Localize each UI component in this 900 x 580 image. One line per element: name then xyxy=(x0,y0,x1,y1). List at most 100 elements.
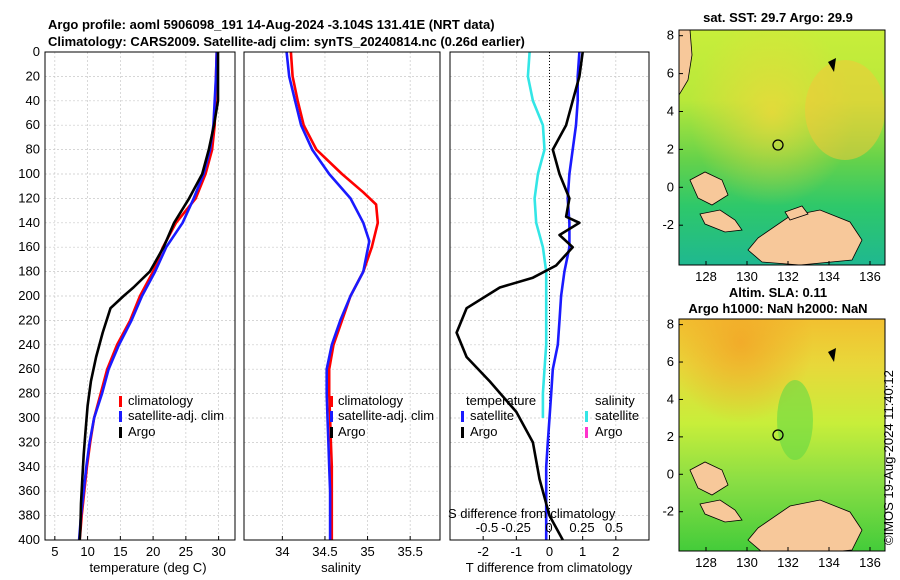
difference-legend: temperature satellite Argo salinity sate… xyxy=(461,393,639,439)
legend-t-argo-label: Argo xyxy=(470,424,497,439)
map-x-tick-label: 128 xyxy=(695,269,717,284)
s-tick-label: 0.25 xyxy=(569,520,594,535)
depth-axis: 0 20 40 60 80 100 120 140 160 180 200 220 240 260 280 3… xyxy=(18,44,40,547)
y-tick-label: 20 xyxy=(26,68,40,83)
map-x-tick-label: 130 xyxy=(736,269,758,284)
y-tick-label: 320 xyxy=(18,434,40,449)
y-tick-label: 340 xyxy=(18,459,40,474)
legend-climatology-label: climatology xyxy=(338,393,404,408)
y-tick-label: 100 xyxy=(18,166,40,181)
y-tick-label: 80 xyxy=(26,142,40,157)
y-tick-label: 220 xyxy=(18,312,40,327)
map-y-tick-label: 0 xyxy=(667,466,674,481)
map-x-tick-label: 134 xyxy=(818,555,840,570)
map-y-tick-label: 0 xyxy=(667,179,674,194)
x-tick-label: 20 xyxy=(146,544,160,559)
map-x-tick-label: 132 xyxy=(777,555,799,570)
s-tick-label: -0.25 xyxy=(501,520,531,535)
y-tick-label: 380 xyxy=(18,508,40,523)
legend-s-argo-label: Argo xyxy=(595,424,622,439)
map-y-tick-label: -2 xyxy=(662,217,674,232)
y-tick-label: 360 xyxy=(18,483,40,498)
y-tick-label: 40 xyxy=(26,93,40,108)
sst-map-title: sat. SST: 29.7 Argo: 29.9 xyxy=(703,10,853,25)
sla-map-title-1: Altim. SLA: 0.11 xyxy=(729,285,827,300)
legend-satellite-swatch xyxy=(330,411,333,422)
legend-satellite-label: satellite-adj. clim xyxy=(338,408,434,423)
map-x-tick-label: 136 xyxy=(859,555,881,570)
difference-xlabel: T difference from climatology xyxy=(466,560,633,575)
series-line-salinity-satellite xyxy=(526,51,548,418)
map-y-tick-label: 6 xyxy=(667,354,674,369)
x-tick-label: 0 xyxy=(546,544,553,559)
x-tick-label: 34.5 xyxy=(312,544,337,559)
legend-argo-swatch xyxy=(119,427,122,438)
y-tick-label: 120 xyxy=(18,190,40,205)
x-tick-label: 34 xyxy=(275,544,289,559)
legend-climatology-swatch xyxy=(330,396,333,407)
legend-climatology-swatch xyxy=(119,396,122,407)
land xyxy=(699,209,743,233)
sst-float-marker xyxy=(772,139,784,151)
title-line-1: Argo profile: aoml 5906098_191 14-Aug-20… xyxy=(48,17,495,32)
sst-axes: 128 130 132 134 136 8 6 4 2 0 -2 xyxy=(662,28,880,284)
sla-map xyxy=(678,318,886,552)
series-line-temperature-argo xyxy=(455,51,584,541)
s-tick-label: 0 xyxy=(545,520,552,535)
s-tick-label: 0.5 xyxy=(605,520,623,535)
salinity-xlabel: salinity xyxy=(321,560,361,575)
land xyxy=(747,499,863,551)
map-x-tick-label: 130 xyxy=(736,555,758,570)
x-tick-label: 2 xyxy=(612,544,619,559)
credit: ©IMOS 19-Aug-2024 11:40:12 xyxy=(881,370,896,545)
legend-salinity-heading: salinity xyxy=(595,393,635,408)
x-tick-label: -2 xyxy=(477,544,489,559)
sla-frame xyxy=(678,318,886,552)
land xyxy=(699,499,743,523)
y-tick-label: 200 xyxy=(18,288,40,303)
title-line-2: Climatology: CARS2009. Satellite-adj cli… xyxy=(48,34,525,49)
map-x-tick-label: 136 xyxy=(859,269,881,284)
map-y-tick-label: 8 xyxy=(667,317,674,332)
legend-t-satellite-swatch xyxy=(461,411,464,422)
map-x-tick-label: 134 xyxy=(818,269,840,284)
y-tick-label: 60 xyxy=(26,117,40,132)
legend-s-satellite-swatch xyxy=(585,411,588,422)
sla-overlay xyxy=(679,319,885,551)
plot-frame xyxy=(44,51,236,541)
legend-temperature-heading: temperature xyxy=(466,393,536,408)
x-tick-label: 35 xyxy=(360,544,374,559)
land xyxy=(828,58,836,72)
sst-frame xyxy=(678,29,886,266)
land xyxy=(784,205,809,221)
series-line-satellite-adj-clim xyxy=(77,51,218,541)
x-tick-label: 30 xyxy=(211,544,225,559)
legend-t-argo-swatch xyxy=(461,427,464,438)
s-difference-label: S difference from climatology xyxy=(448,506,616,521)
sst-overlay xyxy=(679,30,885,265)
land xyxy=(828,348,836,362)
sst-map xyxy=(678,29,886,266)
series-line-climatology xyxy=(78,51,218,541)
salinity-panel: 34 34.5 35 35.5 xyxy=(243,51,441,559)
plot-frame xyxy=(449,51,650,541)
legend-argo-label: Argo xyxy=(128,424,155,439)
legend-s-argo-swatch xyxy=(585,427,588,438)
y-tick-label: 0 xyxy=(33,44,40,59)
legend-satellite-swatch xyxy=(119,411,122,422)
legend-argo-label: Argo xyxy=(338,424,365,439)
land xyxy=(679,30,693,96)
legend-s-satellite-label: satellite xyxy=(595,408,639,423)
x-tick-label: 10 xyxy=(80,544,94,559)
x-tick-label: 1 xyxy=(579,544,586,559)
y-tick-label: 280 xyxy=(18,386,40,401)
land xyxy=(689,171,729,206)
temperature-panel: 5 10 15 20 25 30 xyxy=(44,51,236,559)
x-tick-label: 15 xyxy=(113,544,127,559)
map-y-tick-label: 4 xyxy=(667,391,674,406)
map-y-tick-label: 6 xyxy=(667,66,674,81)
x-tick-label: 5 xyxy=(51,544,58,559)
s-tick-label: -0.5 xyxy=(476,520,498,535)
map-y-tick-label: 2 xyxy=(667,429,674,444)
